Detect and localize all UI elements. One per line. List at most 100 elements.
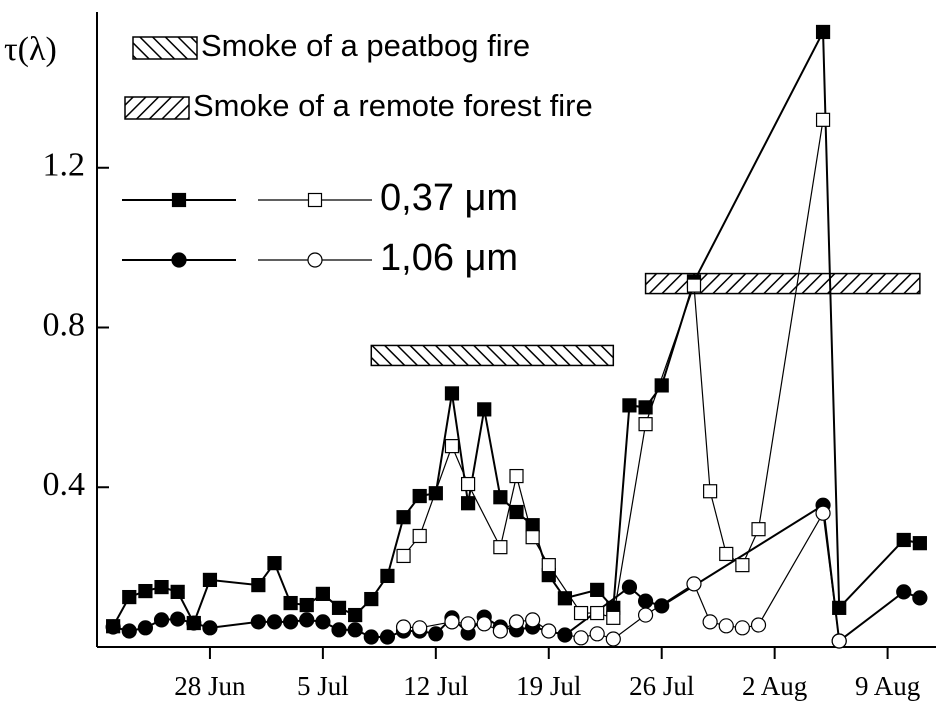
square-marker [832,600,847,615]
circle-marker [605,631,621,647]
circle-marker [186,615,202,631]
square-marker [509,468,524,484]
square-marker [331,600,347,615]
square-marker [654,378,669,393]
square-marker [364,591,379,607]
circle-marker [831,633,847,649]
square-marker [460,476,476,492]
circle-marker [508,614,525,630]
square-marker [896,532,911,548]
y-tick-label: 0.4 [43,466,86,503]
square-marker [154,579,169,595]
square-marker [541,558,556,573]
x-tick-label: 28 Jun [174,671,246,701]
circle-marker [718,618,734,634]
square-marker [315,586,330,601]
circle-marker [315,614,331,630]
smoke-period-bar [644,272,921,295]
circle-marker [750,617,767,633]
circle-marker [476,616,492,632]
circle-marker [153,612,170,628]
square-marker [412,528,427,544]
square-marker [428,486,443,501]
circle-marker [266,614,283,630]
square-marker [912,536,927,551]
square-marker [525,530,540,545]
square-marker [380,568,395,584]
square-marker [735,558,750,573]
circle-marker [912,590,928,606]
x-tick-label: 9 Aug [855,671,920,701]
circle-marker [395,619,412,635]
circle-marker [379,629,396,645]
circle-marker [460,616,476,632]
square-marker [267,556,282,571]
circle-marker [170,611,186,627]
annotation-legend-label: Smoke of a remote forest fire [193,88,593,123]
circle-marker [307,252,323,268]
annotation-legend-swatch [124,96,190,120]
x-tick-label: 26 Jul [629,671,694,701]
square-marker [348,607,363,623]
circle-marker [299,612,315,628]
circle-marker [702,614,718,630]
circle-marker [815,505,831,521]
circle-marker [637,607,654,623]
circle-marker [171,252,187,268]
circle-marker [331,622,347,638]
square-marker [171,192,187,208]
circle-marker [654,598,670,614]
square-marker [477,402,492,417]
circle-marker [121,623,137,639]
square-marker [815,112,831,127]
circle-marker [137,620,154,636]
square-marker [396,548,411,564]
x-tick-label: 19 Jul [516,671,581,701]
circle-marker [492,623,508,639]
square-marker [299,597,314,613]
square-marker [396,510,411,525]
y-axis-label: τ(λ) [4,31,57,68]
circle-marker [412,620,428,636]
legend-label: 0,37 μm [380,177,518,219]
annotation-legend-label: Smoke of a peatbog fire [201,28,530,63]
circle-marker [573,630,589,646]
square-marker [460,496,476,511]
square-marker [638,400,653,415]
square-marker [606,610,621,625]
y-tick-label: 0.8 [43,306,86,343]
annotation-legend-swatch [132,36,198,60]
circle-marker [621,579,638,595]
square-marker [444,386,460,401]
circle-marker [896,584,912,600]
circle-marker [428,626,444,642]
square-marker [493,540,508,555]
x-tick-label: 2 Aug [742,671,807,701]
circle-marker [363,629,379,645]
x-tick-label: 5 Jul [297,671,349,701]
square-marker [251,577,266,593]
square-marker [444,439,460,454]
circle-marker [541,623,557,639]
square-marker [590,605,605,621]
square-marker [686,278,702,293]
circle-marker [686,576,702,592]
square-marker [719,546,734,562]
circle-marker [347,622,363,638]
circle-marker [444,614,460,630]
square-marker [170,584,185,599]
circle-marker [637,593,654,609]
circle-marker [250,614,266,630]
square-marker [493,490,508,505]
square-marker [557,591,573,606]
square-marker [122,589,137,605]
square-marker [525,518,540,533]
x-tick-label: 12 Jul [403,671,468,701]
square-marker [283,595,298,611]
legend-label: 1,06 μm [380,237,518,279]
square-marker [412,488,427,504]
square-marker [815,24,831,40]
circle-marker [105,619,121,635]
y-tick-label: 1.2 [43,147,86,184]
